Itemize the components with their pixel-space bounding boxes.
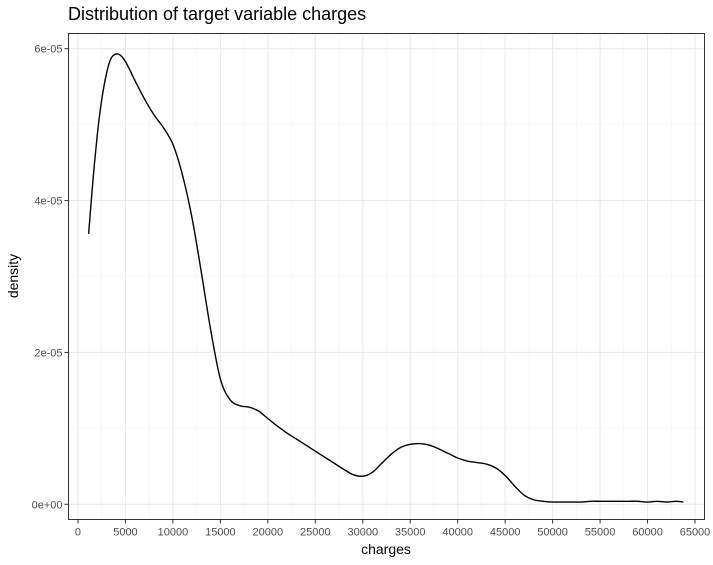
x-axis: 0 5000 10000 15000 20000 25000 30000 35000 40000… <box>75 519 711 539</box>
y-axis: 0e+00 2e-05 4e-05 6e-05 <box>32 44 69 511</box>
x-tick-label: 25000 <box>300 527 331 539</box>
x-tick-label: 50000 <box>537 527 568 539</box>
x-axis-title: charges <box>361 541 411 557</box>
x-tick-label: 10000 <box>158 527 189 539</box>
x-tick-label: 60000 <box>632 527 663 539</box>
chart-title: Distribution of target variable charges <box>68 4 366 24</box>
x-tick-label: 5000 <box>113 527 137 539</box>
x-tick-label: 35000 <box>395 527 426 539</box>
density-line <box>87 53 684 503</box>
x-tick-label: 15000 <box>205 527 236 539</box>
x-tick-label: 20000 <box>253 527 284 539</box>
x-tick-label: 40000 <box>442 527 473 539</box>
x-tick-label: 55000 <box>585 527 616 539</box>
y-tick-label: 0e+00 <box>32 499 63 511</box>
y-tick-label: 6e-05 <box>34 44 62 56</box>
y-tick-label: 2e-05 <box>34 347 62 359</box>
grid <box>68 33 705 520</box>
y-tick-label: 4e-05 <box>34 196 62 208</box>
x-tick-label: 30000 <box>347 527 378 539</box>
x-tick-label: 65000 <box>680 527 711 539</box>
plot-area <box>87 53 684 503</box>
x-tick-label: 0 <box>75 527 81 539</box>
x-tick-label: 45000 <box>490 527 521 539</box>
y-axis-title: density <box>5 254 21 298</box>
panel-border <box>68 33 705 520</box>
